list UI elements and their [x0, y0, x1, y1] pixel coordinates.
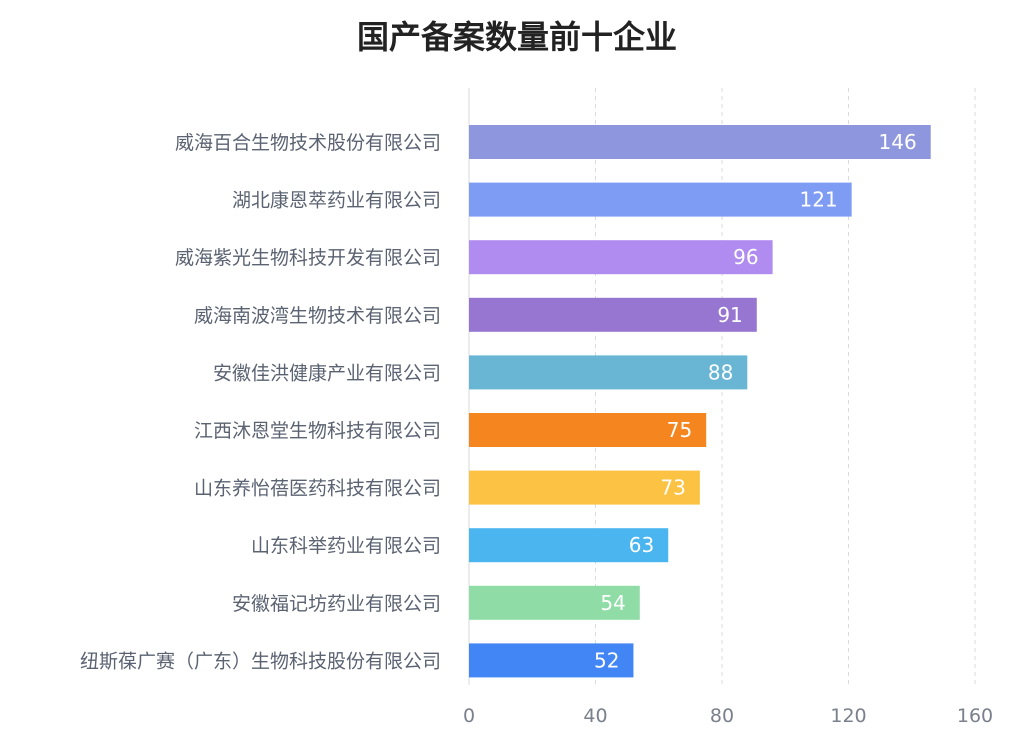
category-label: 山东养怡蓓医药科技有限公司 — [194, 478, 441, 500]
x-tick-label: 80 — [710, 705, 734, 727]
data-label: 146 — [879, 130, 917, 154]
category-label: 威海百合生物技术股份有限公司 — [175, 132, 441, 154]
x-tick-label: 40 — [583, 705, 607, 727]
data-label: 75 — [667, 418, 692, 442]
bar — [469, 643, 634, 678]
data-label: 73 — [660, 476, 685, 500]
category-label: 湖北康恩萃药业有限公司 — [232, 190, 441, 212]
category-label: 安徽福记坊药业有限公司 — [232, 593, 441, 615]
data-label: 54 — [600, 591, 625, 615]
category-label: 纽斯葆广赛（广东）生物科技股份有限公司 — [80, 650, 441, 672]
bar — [469, 182, 852, 217]
data-label: 121 — [799, 188, 837, 212]
bar — [469, 125, 931, 159]
x-tick-label: 160 — [957, 705, 993, 727]
data-label: 63 — [629, 533, 654, 557]
bar — [469, 585, 640, 620]
category-label: 威海南波湾生物技术有限公司 — [194, 305, 441, 327]
category-label: 安徽佳洪健康产业有限公司 — [213, 362, 441, 384]
x-tick-label: 120 — [830, 705, 866, 727]
data-label: 91 — [717, 303, 742, 327]
bar — [469, 355, 748, 390]
category-label: 江西沐恩堂生物科技有限公司 — [194, 420, 441, 442]
x-tick-label: 0 — [463, 705, 475, 727]
category-label: 山东科举药业有限公司 — [251, 535, 441, 557]
bar — [469, 240, 773, 275]
data-label: 52 — [594, 648, 619, 672]
data-label: 96 — [733, 245, 758, 269]
bar — [469, 528, 669, 563]
bar — [469, 297, 757, 332]
bar — [469, 470, 700, 505]
category-label: 威海紫光生物科技开发有限公司 — [175, 247, 441, 269]
data-label: 88 — [708, 360, 733, 384]
bar — [469, 413, 707, 447]
chart-title: 国产备案数量前十企业 — [356, 18, 677, 56]
